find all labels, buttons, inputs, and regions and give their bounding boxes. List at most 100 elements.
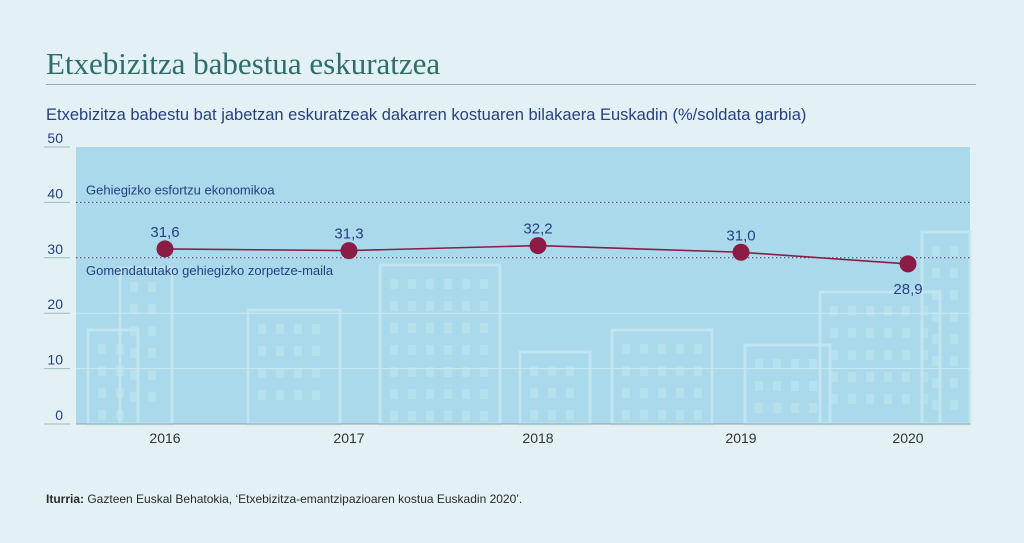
- building-window: [884, 306, 892, 316]
- building-window: [462, 367, 470, 377]
- building-window: [148, 326, 156, 336]
- building-window: [676, 344, 684, 354]
- building-window: [426, 411, 434, 421]
- building-window: [444, 367, 452, 377]
- building-window: [258, 346, 266, 356]
- building-window: [622, 344, 630, 354]
- building-window: [390, 411, 398, 421]
- building-window: [694, 388, 702, 398]
- x-tick-label: 2016: [149, 430, 180, 446]
- building-window: [622, 410, 630, 420]
- building-window: [932, 268, 940, 278]
- building-window: [848, 328, 856, 338]
- building-window: [676, 366, 684, 376]
- building-window: [676, 410, 684, 420]
- building-window: [791, 403, 799, 413]
- building-window: [809, 381, 817, 391]
- building-window: [950, 246, 958, 256]
- building-window: [866, 394, 874, 404]
- building-window: [866, 306, 874, 316]
- building-window: [312, 368, 320, 378]
- building-window: [902, 306, 910, 316]
- x-tick-label: 2020: [892, 430, 923, 446]
- x-tick-label: 2017: [333, 430, 364, 446]
- building-window: [932, 334, 940, 344]
- building-window: [866, 350, 874, 360]
- building-window: [408, 301, 416, 311]
- building-window: [884, 394, 892, 404]
- building-window: [294, 346, 302, 356]
- building-window: [130, 282, 138, 292]
- building-window: [426, 367, 434, 377]
- building-window: [276, 368, 284, 378]
- building-window: [932, 356, 940, 366]
- building-window: [622, 366, 630, 376]
- building-window: [658, 388, 666, 398]
- building-window: [932, 378, 940, 388]
- building-window: [884, 350, 892, 360]
- building-window: [640, 344, 648, 354]
- building-window: [950, 356, 958, 366]
- building-window: [98, 388, 106, 398]
- building-window: [950, 290, 958, 300]
- building-window: [444, 389, 452, 399]
- x-tick-label: 2018: [522, 430, 553, 446]
- building-window: [658, 410, 666, 420]
- building-window: [791, 381, 799, 391]
- building-window: [920, 328, 928, 338]
- building-window: [258, 324, 266, 334]
- building-window: [148, 370, 156, 380]
- building-window: [791, 359, 799, 369]
- building-window: [408, 411, 416, 421]
- building-window: [830, 328, 838, 338]
- building-window: [530, 388, 538, 398]
- building-window: [312, 346, 320, 356]
- building-window: [902, 372, 910, 382]
- building-window: [312, 390, 320, 400]
- building-window: [640, 410, 648, 420]
- building-window: [566, 366, 574, 376]
- y-tick-label: 20: [47, 296, 63, 312]
- building-window: [390, 367, 398, 377]
- building-window: [848, 394, 856, 404]
- building-window: [932, 400, 940, 410]
- building-window: [426, 323, 434, 333]
- building-window: [408, 367, 416, 377]
- building-window: [148, 282, 156, 292]
- building-window: [809, 403, 817, 413]
- building-window: [902, 394, 910, 404]
- building-window: [444, 301, 452, 311]
- y-tick-label: 50: [47, 130, 63, 146]
- building-window: [98, 366, 106, 376]
- building-window: [480, 367, 488, 377]
- building-window: [640, 388, 648, 398]
- building-window: [920, 350, 928, 360]
- building-window: [950, 378, 958, 388]
- building-window: [98, 410, 106, 420]
- building-window: [130, 392, 138, 402]
- building-window: [866, 372, 874, 382]
- building-window: [950, 268, 958, 278]
- building-window: [148, 392, 156, 402]
- building-window: [480, 411, 488, 421]
- building-window: [884, 328, 892, 338]
- y-axis: 0 10 20 30 40 50: [44, 130, 970, 425]
- building-window: [950, 334, 958, 344]
- building-window: [773, 359, 781, 369]
- source-note: Iturria: Gazteen Euskal Behatokia, ‘Etxe…: [46, 492, 522, 506]
- x-tick-label: 2019: [725, 430, 756, 446]
- title-divider: [46, 84, 976, 85]
- building-window: [694, 410, 702, 420]
- building-window: [902, 350, 910, 360]
- building-window: [694, 344, 702, 354]
- data-label: 31,0: [726, 227, 755, 244]
- building-window: [462, 323, 470, 333]
- y-tick-label: 40: [47, 185, 63, 201]
- building-window: [130, 326, 138, 336]
- building-window: [920, 394, 928, 404]
- data-point: [732, 243, 750, 261]
- building-window: [276, 346, 284, 356]
- data-point: [340, 242, 358, 260]
- building-window: [408, 279, 416, 289]
